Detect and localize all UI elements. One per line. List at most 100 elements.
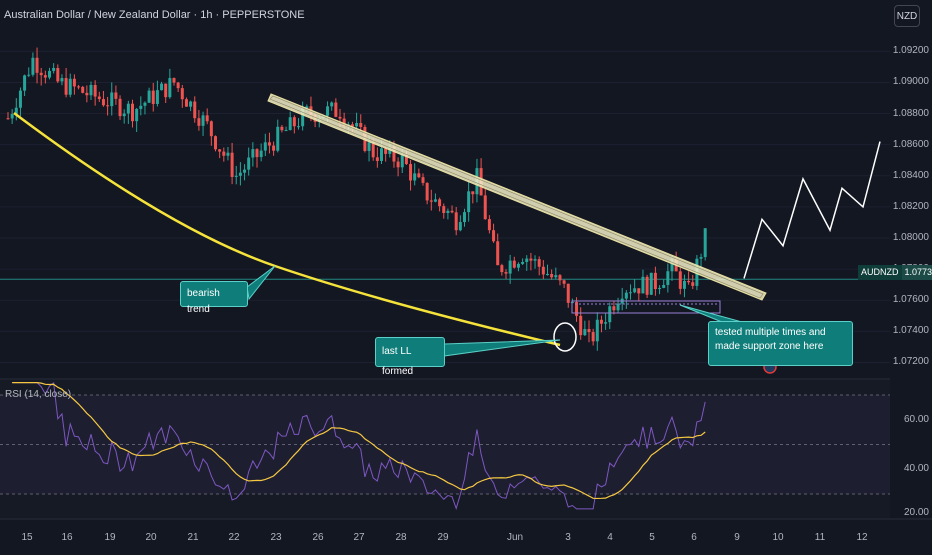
candle-body	[222, 152, 225, 156]
candle-body	[48, 71, 51, 78]
candle-body	[542, 267, 545, 275]
candle-body	[127, 104, 130, 114]
candle-body	[550, 274, 553, 277]
time-tick-label: 19	[104, 532, 115, 543]
candle-body	[135, 109, 138, 121]
candle-body	[56, 68, 59, 81]
candle-body	[658, 288, 661, 289]
candle-body	[372, 142, 375, 157]
time-tick-label: 5	[649, 532, 655, 543]
candle-body	[239, 173, 242, 176]
callout-bearish-trend[interactable]: bearish trend	[180, 281, 248, 307]
rsi-tick-label: 60.00	[889, 414, 929, 425]
candle-body	[131, 104, 134, 121]
candle-body	[276, 127, 279, 151]
candle-body	[119, 99, 122, 116]
candle-body	[69, 79, 72, 95]
candle-body	[604, 322, 607, 323]
candle-body	[330, 103, 333, 107]
candle-body	[617, 304, 620, 311]
candle-body	[19, 91, 22, 108]
time-tick-label: 26	[312, 532, 323, 543]
candle-body	[492, 230, 495, 241]
time-tick-label: Jun	[507, 532, 523, 543]
candle-body	[422, 177, 425, 183]
candle-body	[467, 191, 470, 212]
time-tick-label: 23	[270, 532, 281, 543]
candle-body	[326, 106, 329, 115]
candle-body	[251, 149, 254, 157]
candle-body	[666, 271, 669, 285]
candle-body	[181, 88, 184, 99]
candle-body	[40, 73, 43, 75]
candle-body	[654, 273, 657, 289]
candle-body	[81, 87, 84, 93]
candle-body	[235, 176, 238, 177]
candle-body	[243, 170, 246, 173]
candle-body	[513, 261, 516, 268]
candle-body	[206, 115, 209, 121]
candle-body	[496, 241, 499, 265]
last-ll-callout-pointer	[444, 340, 560, 356]
bearish-curve	[14, 113, 560, 345]
candle-body	[152, 91, 155, 104]
candle-body	[339, 117, 342, 119]
candle-body	[517, 264, 520, 268]
price-tag-symbol: AUDNZD	[858, 265, 902, 280]
candle-body	[380, 148, 383, 161]
candle-body	[164, 84, 167, 98]
candle-body	[280, 127, 283, 130]
candle-body	[65, 78, 68, 95]
candle-body	[36, 58, 39, 73]
currency-badge[interactable]: NZD	[894, 5, 920, 27]
projection-path	[744, 142, 880, 279]
candle-body	[563, 280, 566, 283]
candle-body	[451, 211, 454, 213]
candle-body	[401, 155, 404, 167]
candle-body	[231, 153, 234, 177]
candle-body	[185, 99, 188, 106]
candle-body	[588, 329, 591, 332]
callout-last-ll[interactable]: last LL formed	[375, 337, 445, 367]
time-tick-label: 10	[772, 532, 783, 543]
candle-body	[90, 85, 93, 95]
candle-body	[700, 257, 703, 259]
candle-body	[567, 284, 570, 303]
candle-body	[600, 320, 603, 324]
rsi-band	[0, 395, 890, 494]
candle-body	[52, 68, 55, 71]
price-tick-label: 1.07600	[889, 294, 929, 305]
candle-body	[7, 118, 10, 119]
candle-body	[438, 199, 441, 206]
candle-body	[488, 219, 491, 230]
candle-body	[505, 272, 508, 274]
candle-body	[583, 329, 586, 335]
price-tag-value: 1.07735	[902, 265, 932, 280]
price-tick-label: 1.08200	[889, 201, 929, 212]
candle-body	[625, 293, 628, 299]
candle-body	[529, 259, 532, 261]
time-tick-label: 29	[437, 532, 448, 543]
candle-body	[355, 123, 358, 126]
candles-group	[7, 48, 707, 351]
candle-body	[592, 332, 595, 341]
candle-body	[521, 262, 524, 264]
candle-body	[77, 86, 80, 87]
candle-body	[509, 261, 512, 274]
candle-body	[226, 153, 229, 156]
candle-body	[538, 259, 541, 267]
price-tick-label: 1.08400	[889, 170, 929, 181]
callout-support-zone[interactable]: tested multiple times and made support z…	[708, 321, 853, 366]
candle-body	[546, 274, 549, 275]
candle-body	[558, 275, 561, 280]
price-tick-label: 1.07400	[889, 325, 929, 336]
price-tick-label: 1.08000	[889, 232, 929, 243]
time-tick-label: 15	[21, 532, 32, 543]
rsi-tick-label: 40.00	[889, 463, 929, 474]
candle-body	[260, 151, 263, 157]
candle-body	[73, 79, 76, 87]
candle-body	[376, 157, 379, 161]
time-tick-label: 27	[353, 532, 364, 543]
